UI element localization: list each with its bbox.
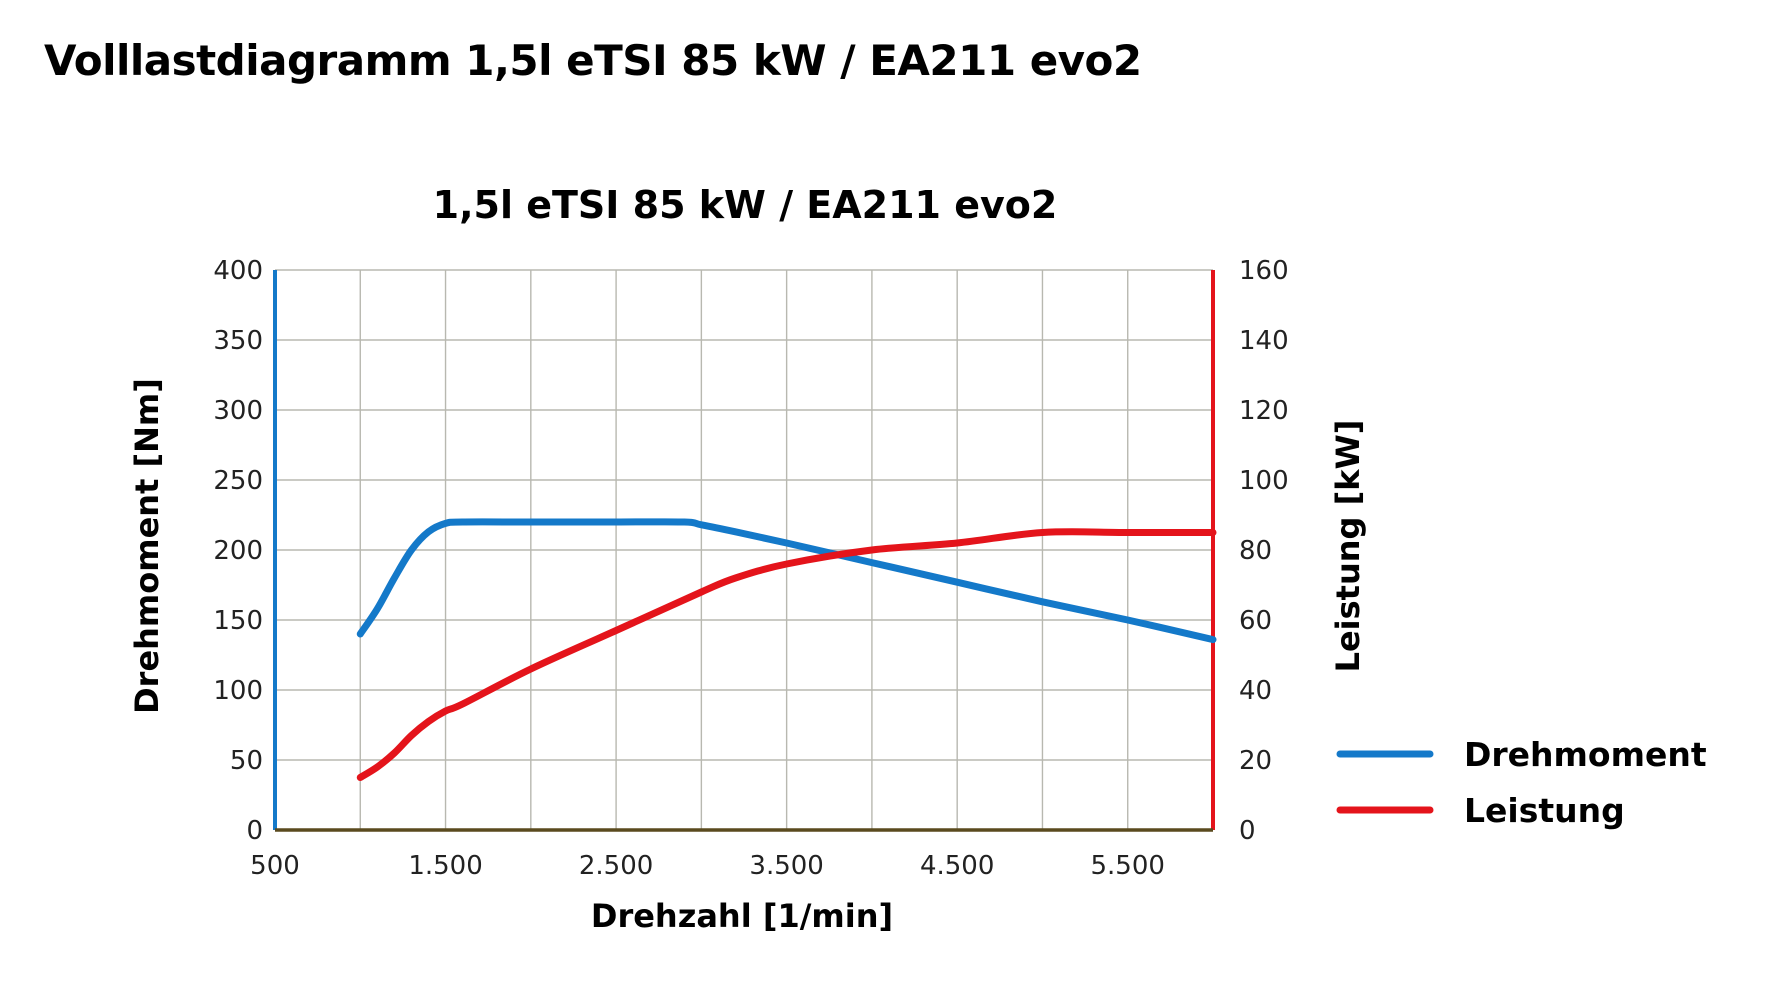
tick-labels: 500 1.500 2.500 3.500 4.500 5.500050100150200… bbox=[213, 256, 1288, 881]
y-tick-label-right: 120 bbox=[1239, 396, 1289, 426]
x-tick-label: 500 bbox=[250, 851, 300, 881]
legend-label-leistung: Leistung bbox=[1464, 791, 1625, 830]
grid bbox=[274, 269, 1214, 831]
chart-title: 1,5l eTSI 85 kW / EA211 evo2 bbox=[433, 183, 1058, 227]
y-tick-label-right: 100 bbox=[1239, 466, 1289, 496]
y-tick-label-left: 150 bbox=[213, 606, 263, 636]
y-tick-label-left: 350 bbox=[213, 326, 263, 356]
x-tick-label: 1.500 bbox=[408, 851, 482, 881]
y-tick-label-right: 20 bbox=[1239, 746, 1272, 776]
x-tick-label: 5.500 bbox=[1091, 851, 1165, 881]
y-tick-label-right: 60 bbox=[1239, 606, 1272, 636]
y-tick-label-left: 100 bbox=[213, 676, 263, 706]
legend-label-drehmoment: Drehmoment bbox=[1464, 735, 1707, 774]
series-line-drehmoment bbox=[356, 518, 1217, 644]
y-tick-label-left: 50 bbox=[230, 746, 263, 776]
y-tick-label-right: 140 bbox=[1239, 326, 1289, 356]
x-tick-label: 3.500 bbox=[749, 851, 823, 881]
axes bbox=[273, 270, 1215, 832]
legend: Drehmoment Leistung bbox=[1336, 735, 1707, 830]
series-lines bbox=[356, 518, 1217, 781]
y-tick-label-right: 0 bbox=[1239, 816, 1256, 846]
y-tick-label-right: 40 bbox=[1239, 676, 1272, 706]
y-tick-label-left: 200 bbox=[213, 536, 263, 566]
y-tick-label-left: 250 bbox=[213, 466, 263, 496]
series-line-leistung bbox=[356, 528, 1217, 781]
y-tick-label-right: 80 bbox=[1239, 536, 1272, 566]
x-tick-label: 4.500 bbox=[920, 851, 994, 881]
y-tick-label-left: 300 bbox=[213, 396, 263, 426]
y-tick-label-right: 160 bbox=[1239, 256, 1289, 286]
y-axis-title-left: Drehmoment [Nm] bbox=[128, 378, 166, 714]
y-tick-label-left: 0 bbox=[246, 816, 263, 846]
page-title: Volllastdiagramm 1,5l eTSI 85 kW / EA211… bbox=[44, 36, 1142, 85]
y-tick-label-left: 400 bbox=[213, 256, 263, 286]
y-axis-title-right: Leistung [kW] bbox=[1329, 420, 1367, 673]
x-axis-title: Drehzahl [1/min] bbox=[591, 897, 893, 935]
x-tick-label: 2.500 bbox=[579, 851, 653, 881]
